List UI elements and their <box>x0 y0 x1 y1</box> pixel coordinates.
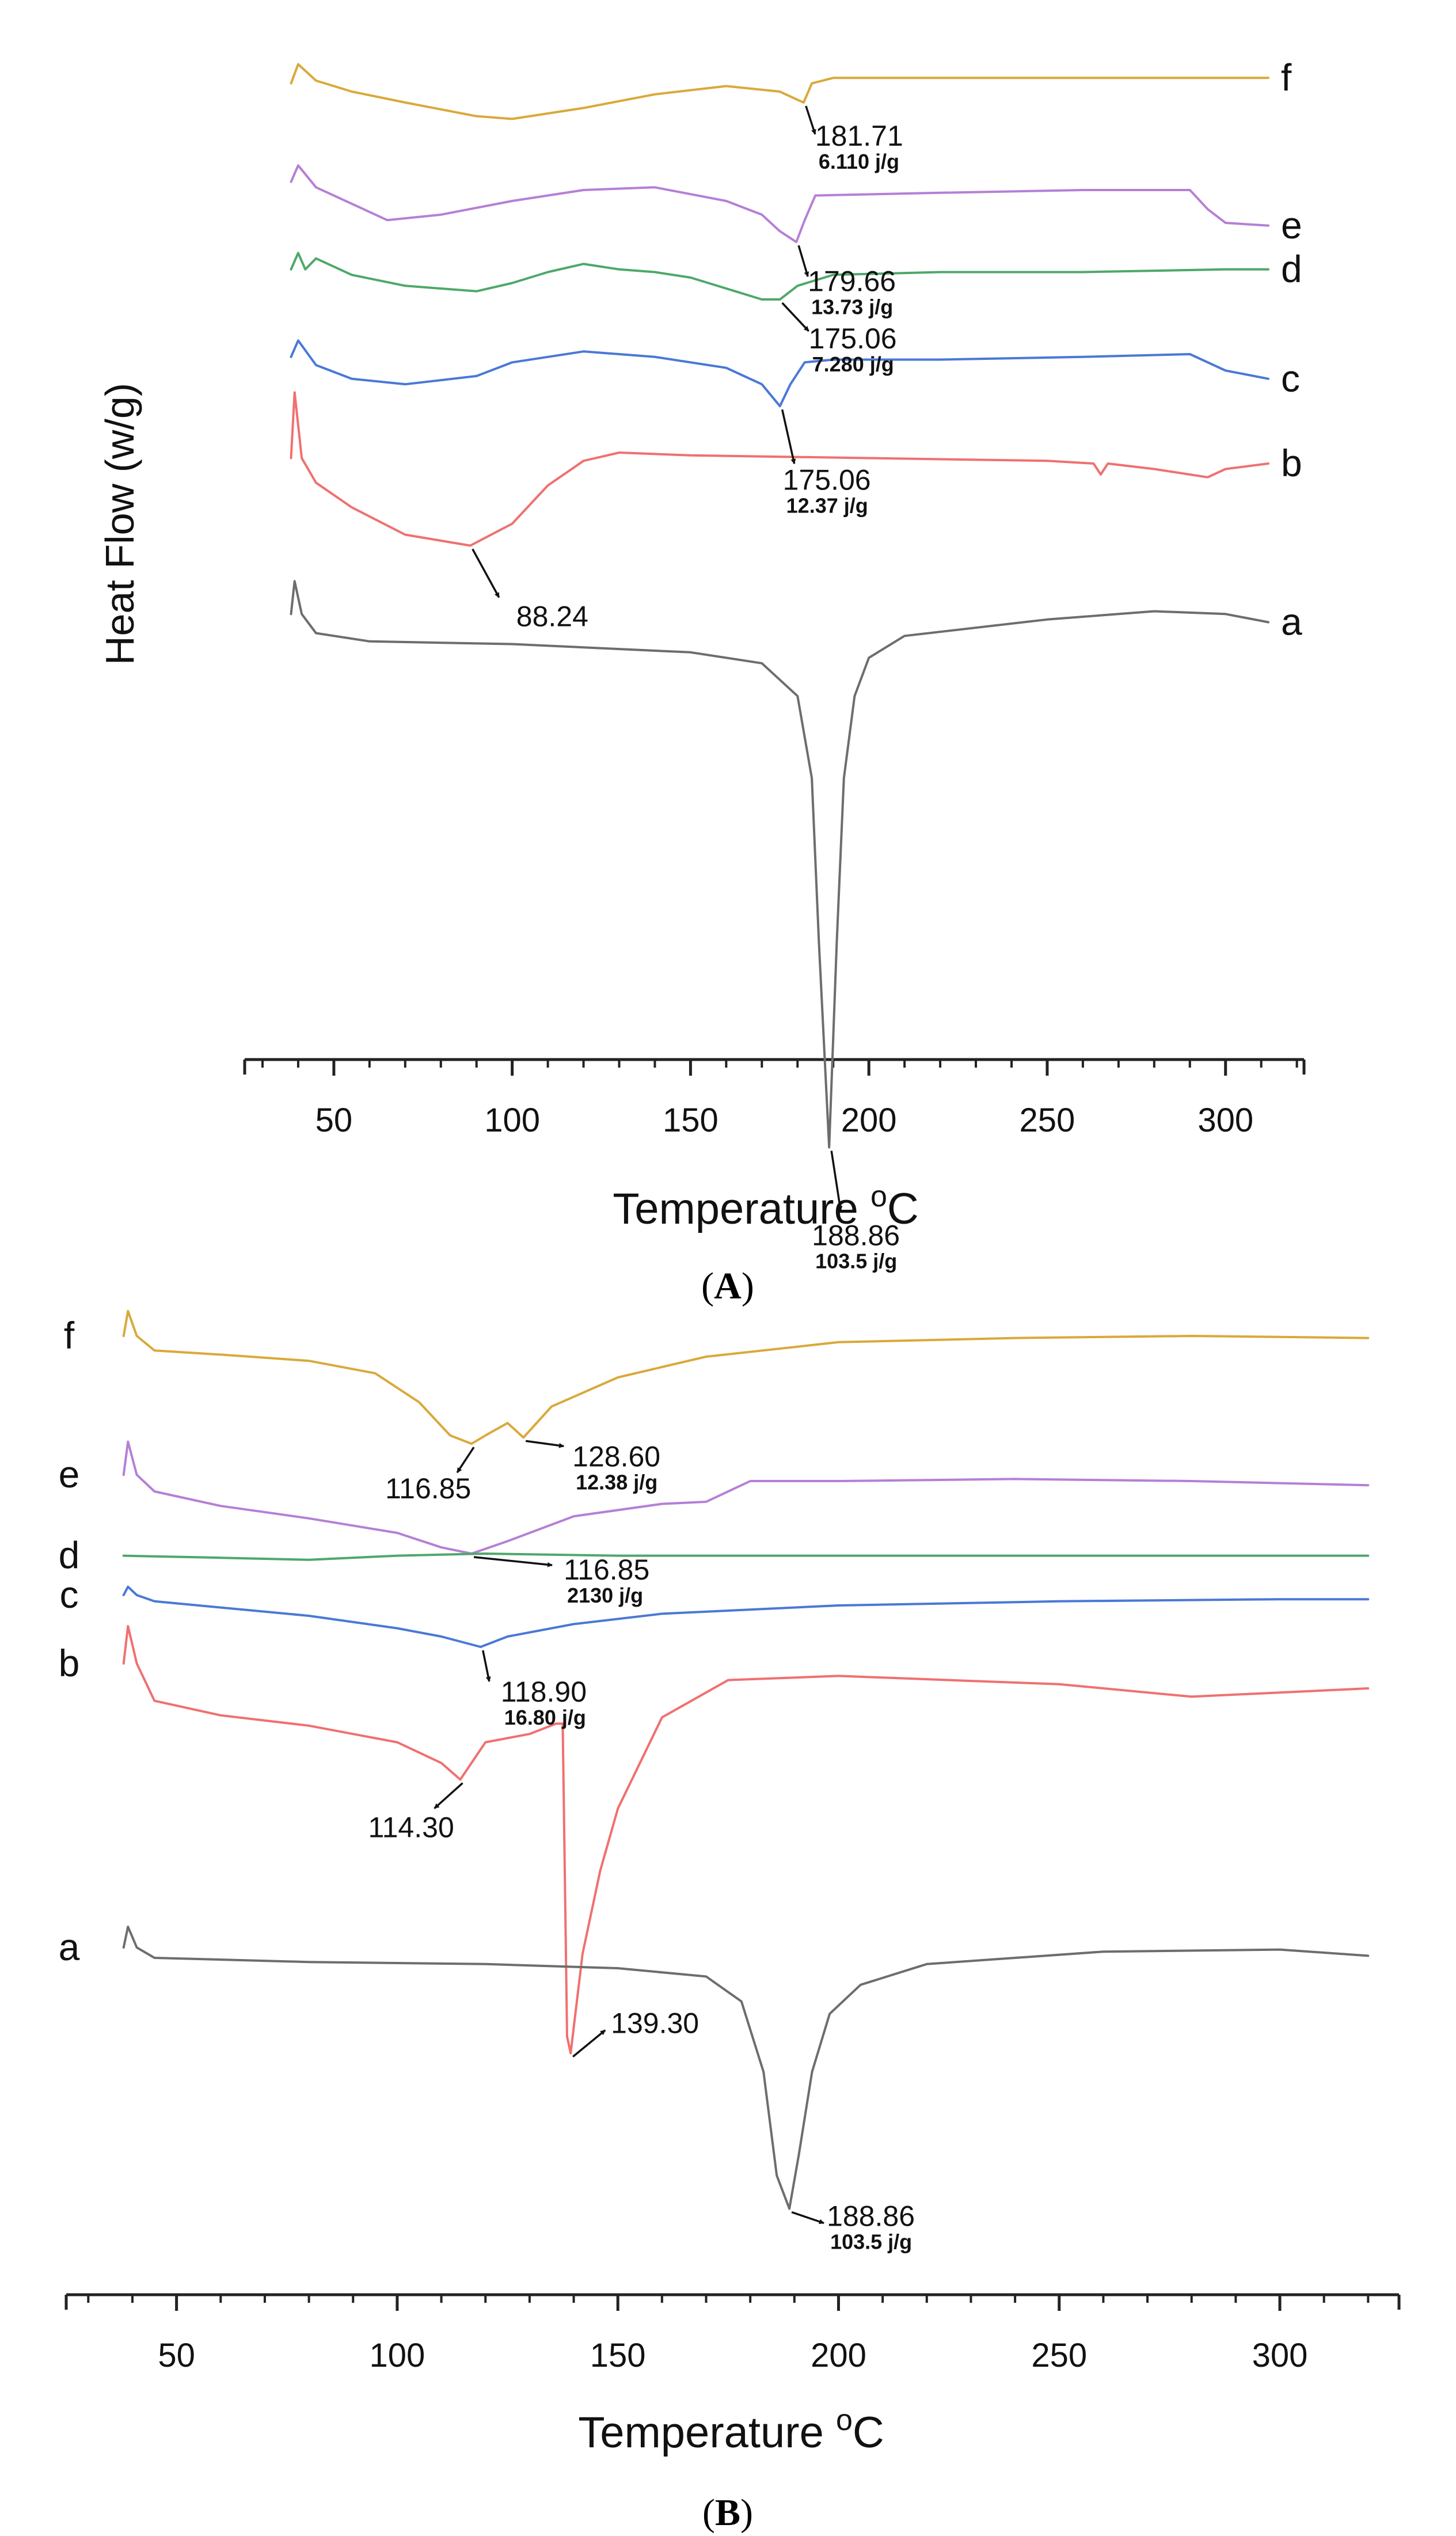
panel-a-series-f-line <box>290 63 1269 120</box>
panel-a-x-tick-label: 250 <box>1020 1102 1075 1139</box>
panel-a-peak-arrow <box>472 548 500 598</box>
panel-a-peak-enthalpy-label: 13.73 j/g <box>811 295 893 318</box>
panel-b-series-f-letter: f <box>64 1314 75 1357</box>
panel-a-chart: 50 100 150 200 250 300 Temperature oC (A) f ed cb a… <box>243 56 1306 1307</box>
panel-a-series-f-letter: f <box>1281 56 1292 98</box>
panel-b-x-tick-label: 50 <box>158 2337 195 2374</box>
panel-b-x-tick-label: 250 <box>1031 2337 1087 2374</box>
panel-b-series-b-letter: b <box>59 1642 80 1684</box>
panel-b-label: (B) <box>702 2492 753 2534</box>
panel-b-x-tick-label: 100 <box>370 2337 425 2374</box>
panel-a-peak-arrow <box>805 105 816 135</box>
panel-b-peak-temperature-label: 114.30 <box>368 1811 454 1843</box>
panel-a-peak-temperature-label: 175.06 <box>809 322 897 355</box>
panel-a-x-tick-label: 300 <box>1198 1102 1253 1139</box>
panel-b-peak-temperature-label: 118.90 <box>501 1676 587 1708</box>
panel-b-peak-temperature-label: 128.60 <box>572 1440 660 1472</box>
panel-a-series-c-line <box>290 339 1269 408</box>
panel-a-x-tick-label: 150 <box>663 1102 719 1139</box>
panel-b-series-c-line <box>122 1585 1370 1648</box>
panel-b-peak-arrow <box>525 1440 565 1448</box>
panel-b-peak-arrow <box>434 1782 463 1809</box>
panel-a-x-axis-title: Temperature oC <box>613 1180 919 1233</box>
panel-b-series-a-line <box>122 1926 1370 2210</box>
panel-b-series-f-line <box>122 1309 1370 1445</box>
panel-b-peak-enthalpy-label: 12.38 j/g <box>576 1470 657 1494</box>
panel-b-peak-arrow <box>456 1447 475 1474</box>
panel-b-series-e-line <box>122 1440 1370 1555</box>
panel-a-peak-enthalpy-label: 6.110 j/g <box>819 150 899 173</box>
panel-b-series-d-letter: d <box>59 1534 80 1577</box>
panel-b-series-d-line <box>122 1552 1370 1561</box>
panel-a-peak-arrow <box>830 1151 843 1212</box>
panel-a-peak-arrow <box>797 245 809 278</box>
panel-b-x-tick-label: 200 <box>811 2337 866 2374</box>
panel-a-series-d-letter: d <box>1281 248 1302 290</box>
panel-a-series-c-letter: c <box>1281 357 1300 400</box>
panel-b-peak-arrow <box>473 1556 553 1567</box>
panel-a-series-d-line <box>290 252 1269 301</box>
panel-b-series-e-letter: e <box>59 1453 80 1495</box>
panel-b-peak-arrow <box>791 2211 824 2224</box>
panel-b-peak-temperature-label: 139.30 <box>611 2007 699 2040</box>
panel-b-series-a-letter: a <box>59 1926 80 1968</box>
panel-a-series-b-line <box>290 391 1269 547</box>
panel-a-x-tick-label: 200 <box>841 1102 897 1139</box>
panel-a-label: (A) <box>701 1265 754 1307</box>
panel-a-peak-arrow <box>781 302 809 332</box>
panel-a-series-e-letter: e <box>1281 204 1302 246</box>
panel-a-peak-temperature-label: 179.66 <box>808 265 896 297</box>
panel-a-peak-temperature-label: 181.71 <box>815 120 903 152</box>
panel-b-peak-arrow <box>482 1650 491 1682</box>
panel-a-peak-arrow <box>781 409 796 465</box>
panel-a-peak-temperature-label: 175.06 <box>783 464 871 496</box>
panel-b-peak-temperature-label: 188.86 <box>827 2200 915 2233</box>
panel-b-x-tick-label: 300 <box>1252 2337 1308 2374</box>
panel-a-series-a-letter: a <box>1281 601 1302 643</box>
panel-b-peak-enthalpy-label: 16.80 j/g <box>504 1706 586 1729</box>
panel-a-series-e-line <box>290 164 1269 244</box>
panel-a-x-tick-label: 100 <box>484 1102 540 1139</box>
panel-a-x-tick-label: 50 <box>315 1102 353 1139</box>
panel-a-series-b-letter: b <box>1281 442 1302 484</box>
panel-b-peak-temperature-label: 116.85 <box>385 1472 471 1505</box>
panel-a-peak-temperature-label: 188.86 <box>812 1220 900 1252</box>
panel-b-peak-temperature-label: 116.85 <box>564 1554 649 1586</box>
y-axis-title: Heat Flow (w/g) <box>97 383 142 665</box>
panel-b-x-tick-label: 150 <box>590 2337 646 2374</box>
panel-a-peak-temperature-label: 88.24 <box>516 601 588 633</box>
panel-b-series-b-line <box>122 1625 1370 2055</box>
panel-b-peak-enthalpy-label: 2130 j/g <box>567 1584 643 1607</box>
panel-a-peak-enthalpy-label: 12.37 j/g <box>786 493 868 517</box>
panel-b-x-axis-title: Temperature oC <box>578 2404 884 2457</box>
panel-b-series-c-letter: c <box>60 1573 79 1616</box>
panel-a-series-a-line <box>290 580 1269 1149</box>
panel-b-peak-enthalpy-label: 103.5 j/g <box>830 2230 912 2254</box>
panel-a-peak-enthalpy-label: 7.280 j/g <box>812 352 894 376</box>
panel-a-peak-enthalpy-label: 103.5 j/g <box>815 1250 897 1273</box>
panel-b-peak-arrow <box>572 2029 606 2057</box>
